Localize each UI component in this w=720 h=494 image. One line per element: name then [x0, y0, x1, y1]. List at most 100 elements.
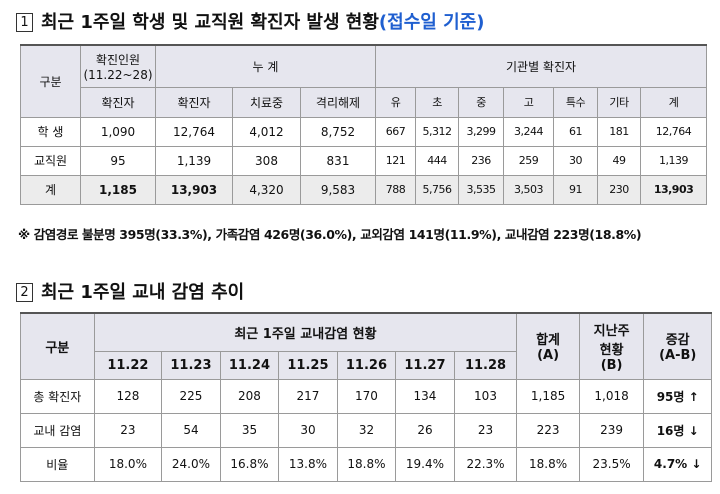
data-cell: 61: [553, 116, 598, 147]
cell-text: 95명 ↑: [656, 389, 699, 404]
data-cell: 54: [161, 412, 221, 448]
row-label: 총 확진자: [20, 378, 95, 414]
data-cell: 1,139: [639, 145, 708, 176]
cell-text: 구분: [45, 340, 70, 356]
cell-text: 1,185: [99, 182, 137, 197]
data-cell: 95: [80, 145, 156, 176]
cell-text: 208: [238, 389, 261, 403]
header-cell: 유: [375, 86, 416, 118]
cell-text: 30: [569, 154, 583, 167]
data-cell: 18.8%: [516, 446, 580, 482]
cell-text: 3,503: [514, 183, 544, 196]
header-cell: 기관별 확진자: [374, 44, 708, 88]
cell-text: 유: [390, 96, 401, 109]
data-cell: 208: [219, 378, 280, 414]
title-note: (접수일 기준): [378, 12, 485, 33]
cell-text: 4,012: [249, 124, 284, 139]
data-cell: 91: [553, 174, 598, 205]
header-cell: 초: [415, 86, 459, 118]
data-cell: 35: [219, 412, 280, 448]
cell-text: 18.8%: [347, 457, 386, 471]
data-cell: 23.5%: [578, 446, 645, 482]
cell-text: 181: [609, 125, 629, 138]
data-cell: 13,903: [155, 174, 233, 205]
cell-text: 5,312: [422, 125, 453, 138]
header-cell: 구분: [20, 312, 95, 380]
cell-text: 8,752: [320, 124, 356, 139]
table-row: 11.22 11.23 11.24 11.25 11.26 11.27 11.28: [21, 350, 712, 380]
cell-text: 4,320: [249, 182, 284, 197]
cell-text: 1,185: [530, 389, 566, 403]
section-title: 2 최근 1주일 교내 감염 추이: [16, 278, 244, 304]
cell-text: 확진인원: [95, 52, 141, 67]
data-cell: 1,139: [155, 145, 233, 176]
data-cell: 3,503: [503, 174, 554, 205]
header-cell: 구분: [20, 44, 81, 118]
title-text: 최근 1주일 교내 감염 추이: [41, 282, 245, 303]
cell-text: 11.25: [287, 357, 329, 373]
data-cell: 230: [597, 174, 641, 205]
cell-text: 확진자: [177, 95, 211, 110]
cell-text: 444: [427, 154, 447, 167]
cell-text: 61: [569, 125, 583, 138]
cell-text: 학 생: [37, 125, 64, 139]
data-cell: 3,244: [503, 116, 554, 147]
cell-text: 18.8%: [529, 457, 568, 471]
section-title: 1 최근 1주일 학생 및 교직원 확진자 발생 현황(접수일 기준): [16, 8, 484, 34]
table-row: 확진자 확진자 치료중 격리해제 유 초 중 고 특수 기타 계: [21, 86, 708, 118]
cell-text: 11.22: [107, 357, 149, 373]
data-cell: 236: [458, 145, 504, 176]
data-cell: 223: [516, 412, 580, 448]
cell-text: 95: [110, 153, 126, 168]
row-label: 비율: [20, 446, 95, 482]
table-row: 총 확진자 128 225 208 217 170 134 103 1,185 1,018 95명 …: [20, 378, 712, 414]
cell-text: 121: [385, 154, 406, 167]
row-label: 학 생: [20, 116, 81, 147]
cell-text: 3,244: [514, 125, 544, 138]
cell-text: 223: [536, 423, 560, 437]
data-cell: 4,012: [232, 116, 301, 147]
section-number: 2: [16, 283, 33, 302]
row-label: 교내 감염: [20, 412, 95, 448]
cell-text: 1,018: [594, 389, 629, 403]
data-cell: 4,320: [232, 174, 301, 205]
cell-text: 259: [518, 154, 539, 167]
header-cell: 11.22: [93, 350, 163, 380]
header-cell: 누 계: [155, 44, 376, 88]
data-cell: 1,185: [516, 378, 580, 414]
cell-text: 1,139: [176, 153, 212, 168]
data-cell: 259: [503, 145, 554, 176]
cell-text: 비율: [46, 457, 69, 472]
cell-text: 3,535: [466, 183, 497, 196]
header-cell: 증감 (A-B): [643, 312, 712, 380]
data-cell: 18.0%: [93, 446, 163, 482]
cell-text: 16명 ↓: [656, 423, 699, 438]
table-row: 구분 최근 1주일 교내감염 현황 합계 (A) 지난주 현황 (B) 증감 (A-B): [20, 312, 712, 380]
data-cell: 30: [553, 145, 598, 176]
header-cell: 중: [458, 86, 504, 118]
cell-text: 18.0%: [108, 457, 147, 471]
header-cell: 11.27: [395, 350, 455, 380]
data-cell: 239: [578, 412, 645, 448]
cell-text: 11.26: [345, 357, 388, 373]
cell-text: 격리해제: [315, 95, 361, 110]
cell-text: 지난주: [593, 323, 630, 339]
cell-text: 계: [668, 96, 679, 109]
data-cell: 1,185: [80, 174, 156, 205]
table-row: 교내 감염 23 54 35 30 32 26 23 223 239 16명 ↓: [20, 412, 712, 448]
cell-text: 기관별 확진자: [506, 59, 577, 74]
cell-text: 217: [296, 389, 320, 403]
data-cell: 3,299: [458, 116, 504, 147]
data-cell: 181: [597, 116, 641, 147]
data-cell: 128: [93, 378, 163, 414]
cell-text: 23: [120, 423, 136, 437]
cell-text: 중: [476, 96, 486, 109]
note: ※ 감염경로 불분명 395명(33.3%), 가족감염 426명(36.0%)…: [18, 227, 642, 242]
title-text: 최근 1주일 학생 및 교직원 확진자 발생 현황: [41, 12, 379, 33]
cell-text: 교직원: [33, 154, 68, 168]
cell-text: (A): [537, 348, 560, 364]
cell-text: 4.7% ↓: [653, 457, 702, 471]
cell-text: 230: [609, 183, 629, 196]
cell-text: 91: [569, 183, 583, 196]
